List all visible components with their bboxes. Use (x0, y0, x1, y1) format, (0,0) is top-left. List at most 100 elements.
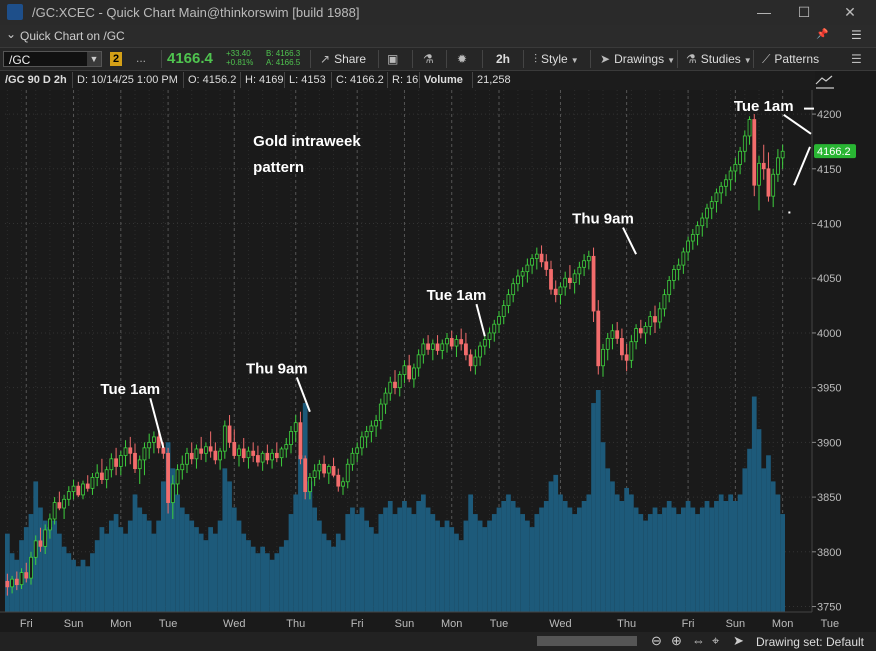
expand-horizontal-icon[interactable]: ⇔ (692, 633, 705, 648)
divider (378, 50, 379, 68)
candle-body (591, 255, 596, 312)
volume-bar (283, 540, 289, 612)
studies-menu-button[interactable]: ⚗ Studies ▼ (686, 48, 756, 70)
volume-bar (770, 481, 776, 612)
candlesticks (5, 114, 785, 596)
candle-body (667, 280, 672, 296)
candle-body (374, 420, 378, 427)
candle-body (601, 348, 605, 367)
candle-body (298, 422, 303, 460)
menu-icon[interactable]: ☰ (851, 28, 862, 42)
candle-body (218, 450, 222, 461)
volume-bar (406, 507, 412, 612)
minimize-icon[interactable]: — (757, 4, 771, 20)
candle-body (449, 338, 454, 347)
style-menu-button[interactable]: ⫶ Style ▼ (534, 48, 583, 70)
chart-menu-icon[interactable]: ☰ (851, 52, 862, 66)
pin-icon[interactable]: 📌 (816, 29, 829, 40)
maximize-icon[interactable]: ☐ (797, 4, 811, 20)
volume-bar (378, 514, 384, 612)
link-group-badge[interactable]: 2 (110, 52, 122, 66)
candle-body (199, 448, 204, 454)
volume-bar (331, 546, 336, 612)
drawings-menu-button[interactable]: ➤ Drawings ▼ (600, 48, 679, 70)
candle-body (426, 343, 430, 350)
zoom-out-icon[interactable]: ⊖ (651, 633, 662, 648)
volume-bar (681, 507, 686, 612)
time-tick-label: Mon (110, 618, 131, 630)
info-low: L: 4153 (289, 74, 326, 86)
volume-bar (747, 448, 752, 612)
candle-body (156, 436, 161, 449)
style-label: Style (541, 52, 568, 66)
info-high: H: 4169 (245, 74, 284, 86)
chevron-down-icon[interactable]: ⌄ (6, 27, 17, 41)
volume-bar (562, 501, 568, 612)
time-tick-label: Sun (395, 618, 415, 630)
volume-bar (591, 403, 596, 612)
volume-bar (780, 514, 785, 612)
candle-body (501, 305, 506, 317)
gear-icon: ✹ (457, 52, 468, 66)
chart-label: Thu 9am (572, 211, 634, 228)
cursor-arrow-icon[interactable]: ➤ (733, 633, 744, 648)
volume-bar (42, 520, 48, 612)
volume-bar (647, 514, 653, 612)
volume-bar (146, 520, 152, 612)
price-chart[interactable]: 3750 3800 3850 3900 3950 4000 4050 4100 4150 4200… (0, 71, 876, 632)
volume-bar (629, 494, 634, 612)
horizontal-scrollbar[interactable] (537, 636, 637, 646)
candle-body (265, 452, 270, 461)
candle-body (747, 119, 752, 137)
volume-bar (208, 527, 213, 612)
volume-bar (652, 507, 658, 612)
volume-bar (435, 520, 440, 612)
drawing-set-label[interactable]: Drawing set: Default (755, 635, 864, 649)
volume-bar (369, 527, 374, 612)
candle-body (643, 325, 648, 334)
volume-bar (449, 527, 455, 612)
volume-bar (595, 390, 601, 612)
close-icon[interactable]: ✕ (844, 4, 856, 20)
last-price: 4166.4 (167, 50, 213, 67)
crosshair-icon[interactable]: ⌖ (712, 633, 720, 648)
price-tick-label: 3800 (817, 547, 841, 559)
candle-body (38, 540, 43, 547)
volume-bar (94, 540, 100, 612)
candle-body (189, 452, 194, 460)
chart-settings-button[interactable]: ✹ (457, 48, 471, 70)
beaker-button[interactable]: ⚗ (423, 48, 438, 70)
volume-bar (109, 520, 114, 612)
candle-body (686, 240, 690, 253)
volume-bar (510, 501, 516, 612)
studies-label: Studies (700, 52, 741, 66)
zoom-in-icon[interactable]: ⊕ (671, 633, 682, 648)
candle-body (610, 330, 615, 339)
quick-chart-header: ⌄ Quick Chart on /GC 📌 ☰ (0, 25, 876, 48)
candle-body (757, 162, 761, 186)
divider (310, 50, 311, 68)
share-button[interactable]: ↗ Share (320, 48, 366, 70)
candle-body (222, 425, 227, 452)
volume-bar (539, 507, 544, 612)
annotation-arrow (149, 397, 165, 449)
volume-bar (610, 481, 615, 612)
candle-body (714, 192, 719, 203)
candle-body (369, 425, 374, 432)
symbol-dropdown-icon[interactable]: ▼ (87, 52, 101, 66)
volume-bar (392, 514, 398, 612)
candle-body (147, 441, 152, 449)
candle-body (752, 119, 757, 186)
timeframe-selector[interactable]: 2h (496, 52, 511, 66)
flexible-grid-button[interactable]: ▣ (387, 48, 402, 70)
more-options-button[interactable]: ... (136, 51, 147, 65)
volume-bar (733, 501, 738, 612)
price-tick-label: 3950 (817, 383, 841, 395)
price-tick-label: 4000 (817, 328, 841, 340)
symbol-input[interactable]: /GC ▼ (3, 51, 102, 67)
candle-body (705, 207, 709, 219)
patterns-menu-button[interactable]: ⟋ Patterns (762, 48, 819, 70)
divider (590, 50, 591, 68)
candle-body (733, 164, 738, 172)
volume-bar (671, 507, 677, 612)
